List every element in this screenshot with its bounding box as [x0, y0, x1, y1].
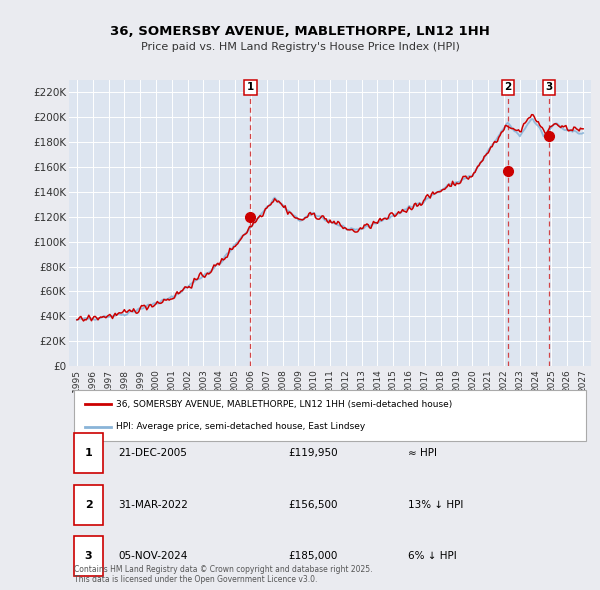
Text: 1: 1	[247, 82, 254, 92]
Text: 2: 2	[85, 500, 92, 510]
Text: HPI: Average price, semi-detached house, East Lindsey: HPI: Average price, semi-detached house,…	[116, 422, 365, 431]
Text: ≈ HPI: ≈ HPI	[409, 448, 437, 458]
FancyBboxPatch shape	[74, 433, 103, 473]
Text: 3: 3	[545, 82, 553, 92]
Text: 2: 2	[505, 82, 512, 92]
Text: 36, SOMERSBY AVENUE, MABLETHORPE, LN12 1HH: 36, SOMERSBY AVENUE, MABLETHORPE, LN12 1…	[110, 25, 490, 38]
Text: 05-NOV-2024: 05-NOV-2024	[119, 551, 188, 561]
Text: 13% ↓ HPI: 13% ↓ HPI	[409, 500, 464, 510]
FancyBboxPatch shape	[74, 485, 103, 525]
Text: 6% ↓ HPI: 6% ↓ HPI	[409, 551, 457, 561]
FancyBboxPatch shape	[74, 389, 586, 441]
Text: 36, SOMERSBY AVENUE, MABLETHORPE, LN12 1HH (semi-detached house): 36, SOMERSBY AVENUE, MABLETHORPE, LN12 1…	[116, 399, 452, 409]
Text: Contains HM Land Registry data © Crown copyright and database right 2025.
This d: Contains HM Land Registry data © Crown c…	[74, 565, 373, 584]
Text: 3: 3	[85, 551, 92, 561]
Text: £156,500: £156,500	[288, 500, 338, 510]
Text: 31-MAR-2022: 31-MAR-2022	[119, 500, 188, 510]
FancyBboxPatch shape	[74, 536, 103, 576]
Text: £185,000: £185,000	[288, 551, 338, 561]
Text: 1: 1	[85, 448, 92, 458]
Text: Price paid vs. HM Land Registry's House Price Index (HPI): Price paid vs. HM Land Registry's House …	[140, 42, 460, 53]
Text: 21-DEC-2005: 21-DEC-2005	[119, 448, 187, 458]
Text: £119,950: £119,950	[288, 448, 338, 458]
